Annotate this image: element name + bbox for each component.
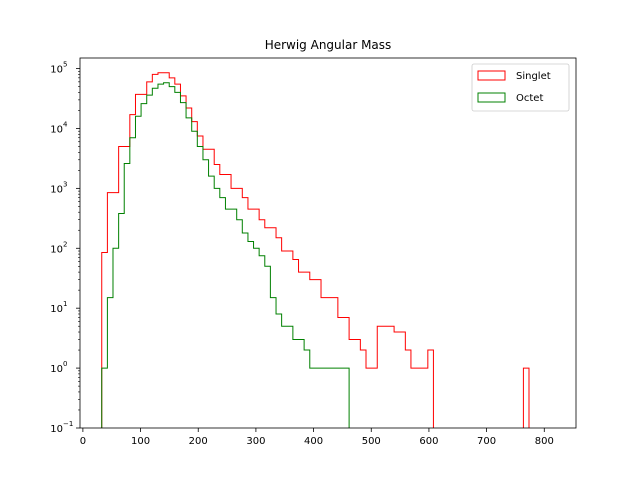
- y-tick-label: 10: [50, 304, 63, 315]
- x-tick-label: 800: [535, 436, 554, 447]
- x-tick-label: 700: [477, 436, 496, 447]
- plot-frame: [79, 57, 577, 429]
- y-tick-exponent: 0: [63, 360, 67, 368]
- legend-swatch-octet: [477, 92, 506, 103]
- y-tick-exponent: 5: [63, 61, 67, 69]
- y-tick-exponent: 2: [63, 240, 67, 248]
- y-tick-label: 10: [50, 65, 63, 76]
- x-tick-label: 500: [362, 436, 381, 447]
- x-tick-label: 200: [189, 436, 208, 447]
- series-singlet: [101, 72, 530, 428]
- x-tick-label: 300: [246, 436, 265, 447]
- y-tick-label: 10: [50, 364, 63, 375]
- x-tick-label: 100: [131, 436, 150, 447]
- y-tick-label: 10: [50, 124, 63, 135]
- plot-area: [80, 58, 576, 428]
- legend-box: [471, 63, 570, 112]
- y-tick-label: 10: [50, 244, 63, 255]
- series-octet: [101, 82, 350, 428]
- series-layer: [101, 72, 530, 428]
- y-tick-exponent: 4: [63, 120, 68, 128]
- y-tick-label: 10: [50, 184, 63, 195]
- legend-label-octet: Octet: [516, 93, 543, 104]
- histogram-step-singlet: [522, 367, 530, 428]
- legend: Singlet Octet: [471, 63, 570, 112]
- x-axis: 0 100 200 300 400 500 600 700 800: [80, 428, 554, 447]
- x-tick-label: 600: [419, 436, 438, 447]
- histogram-step-singlet: [101, 72, 434, 428]
- histogram-step-octet: [101, 82, 350, 428]
- y-tick-exponent: 1: [63, 300, 67, 308]
- x-tick-label: 400: [304, 436, 323, 447]
- x-tick-label: 0: [80, 436, 86, 447]
- y-tick-exponent: −1: [63, 420, 73, 428]
- y-tick-exponent: 3: [63, 180, 67, 188]
- legend-label-singlet: Singlet: [516, 71, 551, 82]
- y-tick-label: 10: [50, 424, 63, 435]
- chart-title: Herwig Angular Mass: [265, 38, 392, 52]
- legend-swatch-singlet: [477, 70, 506, 81]
